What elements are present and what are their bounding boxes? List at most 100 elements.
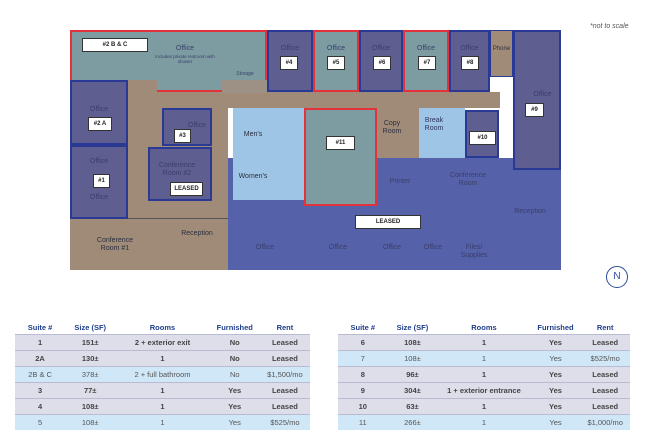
table-cell: 1 [437, 334, 531, 351]
table-cell: 1 [437, 350, 531, 367]
table-cell: 2A [15, 350, 66, 367]
table-cell: Yes [209, 414, 260, 430]
table-cell: Leased [580, 398, 630, 415]
table-header-row: Suite # Size (SF) Rooms Furnished Rent [15, 320, 310, 335]
table-cell: 2B & C [15, 366, 66, 383]
tag-1: #1 [93, 174, 110, 188]
table-cell: 1 [115, 398, 210, 415]
conference-room-2-label: Conference Room #2 [158, 162, 196, 177]
table-cell: Leased [259, 382, 310, 399]
table-cell: Leased [259, 398, 310, 415]
column-header: Furnished [216, 322, 253, 332]
tag-3: #3 [174, 129, 191, 143]
table-row: 1 151± 2 + exterior exit No Leased [15, 334, 310, 351]
office-1a-label: Office [89, 158, 109, 165]
office-8-label: Office [460, 45, 479, 52]
table-cell: 4 [15, 398, 66, 415]
table-row: 5 108± 1 Yes $525/mo [15, 414, 310, 430]
column-header: Rent [276, 322, 294, 332]
office-4-label: Office [280, 45, 300, 52]
office-east-3-label: Office [382, 244, 402, 251]
suites-table-left: Suite # Size (SF) Rooms Furnished Rent 1 151± 2… [15, 320, 310, 430]
office-5-label: Office [326, 45, 346, 52]
break-room-label: Break Room [424, 117, 444, 132]
conference-room-1-label: Conference Room #1 [96, 237, 134, 252]
table-cell: Leased [580, 366, 630, 383]
office-east-2-label: Office [328, 244, 348, 251]
table-cell: 1 [437, 366, 531, 383]
table-row: 10 63± 1 Yes Leased [338, 398, 630, 415]
office-2bc-label: Office [175, 45, 195, 52]
table-cell: 7 [338, 350, 388, 367]
table-cell: 108± [65, 414, 116, 430]
restrooms [233, 108, 304, 200]
mens-label: Men's [243, 131, 263, 138]
tag-2bc: #2 B & C [82, 38, 148, 52]
table-cell: 11 [338, 414, 388, 430]
table-cell: Leased [580, 334, 630, 351]
table-cell: Yes [530, 350, 581, 367]
tag-11: #11 [326, 136, 355, 150]
table-row: 6 108± 1 Yes Leased [338, 334, 630, 351]
tag-5: #5 [327, 56, 345, 70]
table-header-row: Suite # Size (SF) Rooms Furnished Rent [338, 320, 630, 335]
table-cell: Yes [530, 382, 581, 399]
table-cell: Yes [530, 414, 581, 430]
column-header: Rooms [471, 322, 497, 332]
suite-11[interactable] [304, 108, 377, 206]
table-cell: $1,000/mo [580, 414, 630, 430]
table-cell: 2 + full bathroom [115, 366, 210, 383]
table-cell: 6 [338, 334, 388, 351]
column-header: Suite # [350, 322, 376, 332]
tag-9: #9 [525, 103, 544, 117]
office-2bc-sublabel: Includes private restroom with shower [155, 54, 215, 64]
table-cell: 378± [65, 366, 116, 383]
reception-east-label: Reception [514, 208, 546, 215]
table-row: 9 304± 1 + exterior entrance Yes Leased [338, 382, 630, 399]
table-cell: 1 + exterior entrance [437, 382, 531, 399]
table-cell: 108± [387, 334, 438, 351]
suites-table-right: Suite # Size (SF) Rooms Furnished Rent 6 108± 1… [338, 320, 630, 430]
suite-2a[interactable] [70, 80, 128, 145]
north-compass-icon: N [606, 266, 628, 288]
table-cell: Yes [209, 382, 260, 399]
table-cell: Yes [530, 334, 581, 351]
table-cell: $525/mo [580, 350, 630, 367]
table-row: 8 96± 1 Yes Leased [338, 366, 630, 383]
column-header: Size (SF) [396, 322, 429, 332]
leased-tag-conference-2: LEASED [170, 182, 203, 196]
files-supplies-label: Files/ Supplies [460, 244, 488, 259]
table-cell: 1 [437, 414, 531, 430]
column-header: Rent [596, 322, 614, 332]
table-cell: No [209, 350, 260, 367]
copy-room [377, 108, 419, 158]
table-cell: 96± [387, 366, 438, 383]
conference-room-1 [70, 218, 228, 270]
table-cell: Yes [530, 366, 581, 383]
suite-9[interactable] [513, 30, 561, 170]
table-row: 2A 130± 1 No Leased [15, 350, 310, 367]
table-cell: No [209, 334, 260, 351]
table-cell: Leased [259, 334, 310, 351]
copy-room-label: Copy Room [382, 120, 402, 135]
table-cell: 5 [15, 414, 66, 430]
table-row: 7 108± 1 Yes $525/mo [338, 350, 630, 367]
tag-7: #7 [418, 56, 436, 70]
printer-label: Printer [389, 178, 411, 185]
tag-10: #10 [469, 131, 496, 145]
table-row: 3 77± 1 Yes Leased [15, 382, 310, 399]
table-cell: Leased [259, 350, 310, 367]
table-cell: No [209, 366, 260, 383]
office-9-label: Office [533, 91, 552, 98]
womens-label: Women's [238, 173, 268, 180]
office-3-label: Office [187, 122, 207, 129]
tag-4: #4 [280, 56, 298, 70]
storage-label: Storage [236, 71, 254, 77]
office-2a-label: Office [89, 106, 109, 113]
table-cell: 1 [115, 382, 210, 399]
table-cell: 304± [387, 382, 438, 399]
table-cell: 10 [338, 398, 388, 415]
office-east-4-label: Office [423, 244, 443, 251]
tag-6: #6 [373, 56, 391, 70]
